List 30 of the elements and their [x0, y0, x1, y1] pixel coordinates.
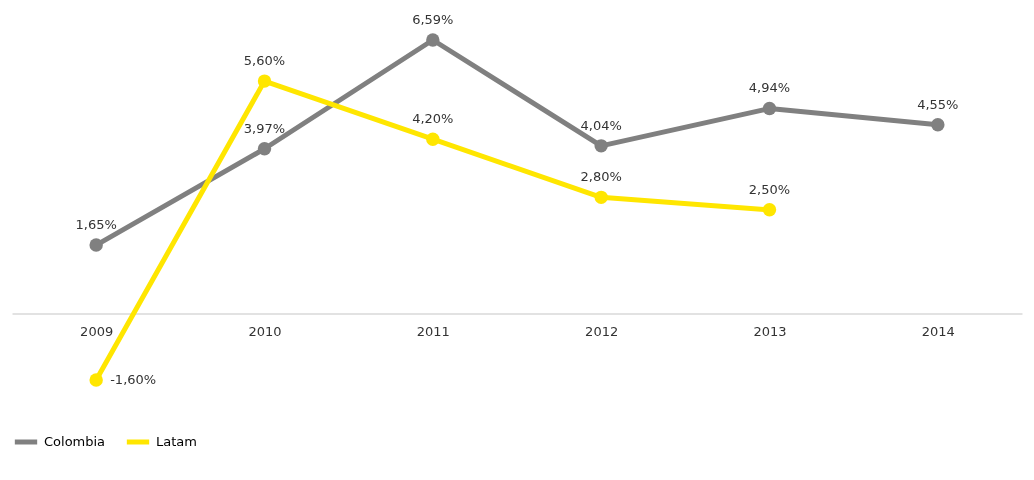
- data-label: 5,60%: [243, 53, 286, 69]
- point: [762, 101, 777, 116]
- x-tick-label: 2011: [416, 324, 450, 340]
- legend-label: Colombia: [44, 434, 106, 449]
- x-tick-label: 2010: [248, 324, 282, 340]
- data-label: 6,59%: [412, 12, 454, 27]
- data-label: 4,20%: [412, 111, 454, 127]
- x-tick-label: 2013: [753, 324, 787, 340]
- data-label: 4,04%: [580, 117, 622, 133]
- x-tick-label: 2009: [80, 324, 114, 340]
- data-label: -1,60%: [110, 372, 157, 387]
- point: [762, 203, 777, 217]
- data-label: 1,65%: [75, 217, 117, 233]
- point: [89, 238, 103, 252]
- data-label: 2,80%: [580, 169, 622, 185]
- point: [257, 74, 272, 88]
- point: [594, 139, 608, 153]
- point: [257, 142, 272, 156]
- x-tick-label: 2012: [585, 324, 619, 340]
- data-label: 3,97%: [243, 120, 286, 136]
- point: [426, 132, 440, 146]
- data-label: 4,55%: [917, 96, 959, 112]
- data-label: 2,50%: [748, 181, 791, 197]
- x-tick-label: 2014: [921, 324, 955, 340]
- point: [89, 373, 103, 387]
- data-label: 4,94%: [748, 80, 791, 96]
- point: [594, 190, 608, 205]
- point: [426, 33, 440, 47]
- point: [931, 117, 945, 132]
- legend-label: Latam: [156, 434, 197, 449]
